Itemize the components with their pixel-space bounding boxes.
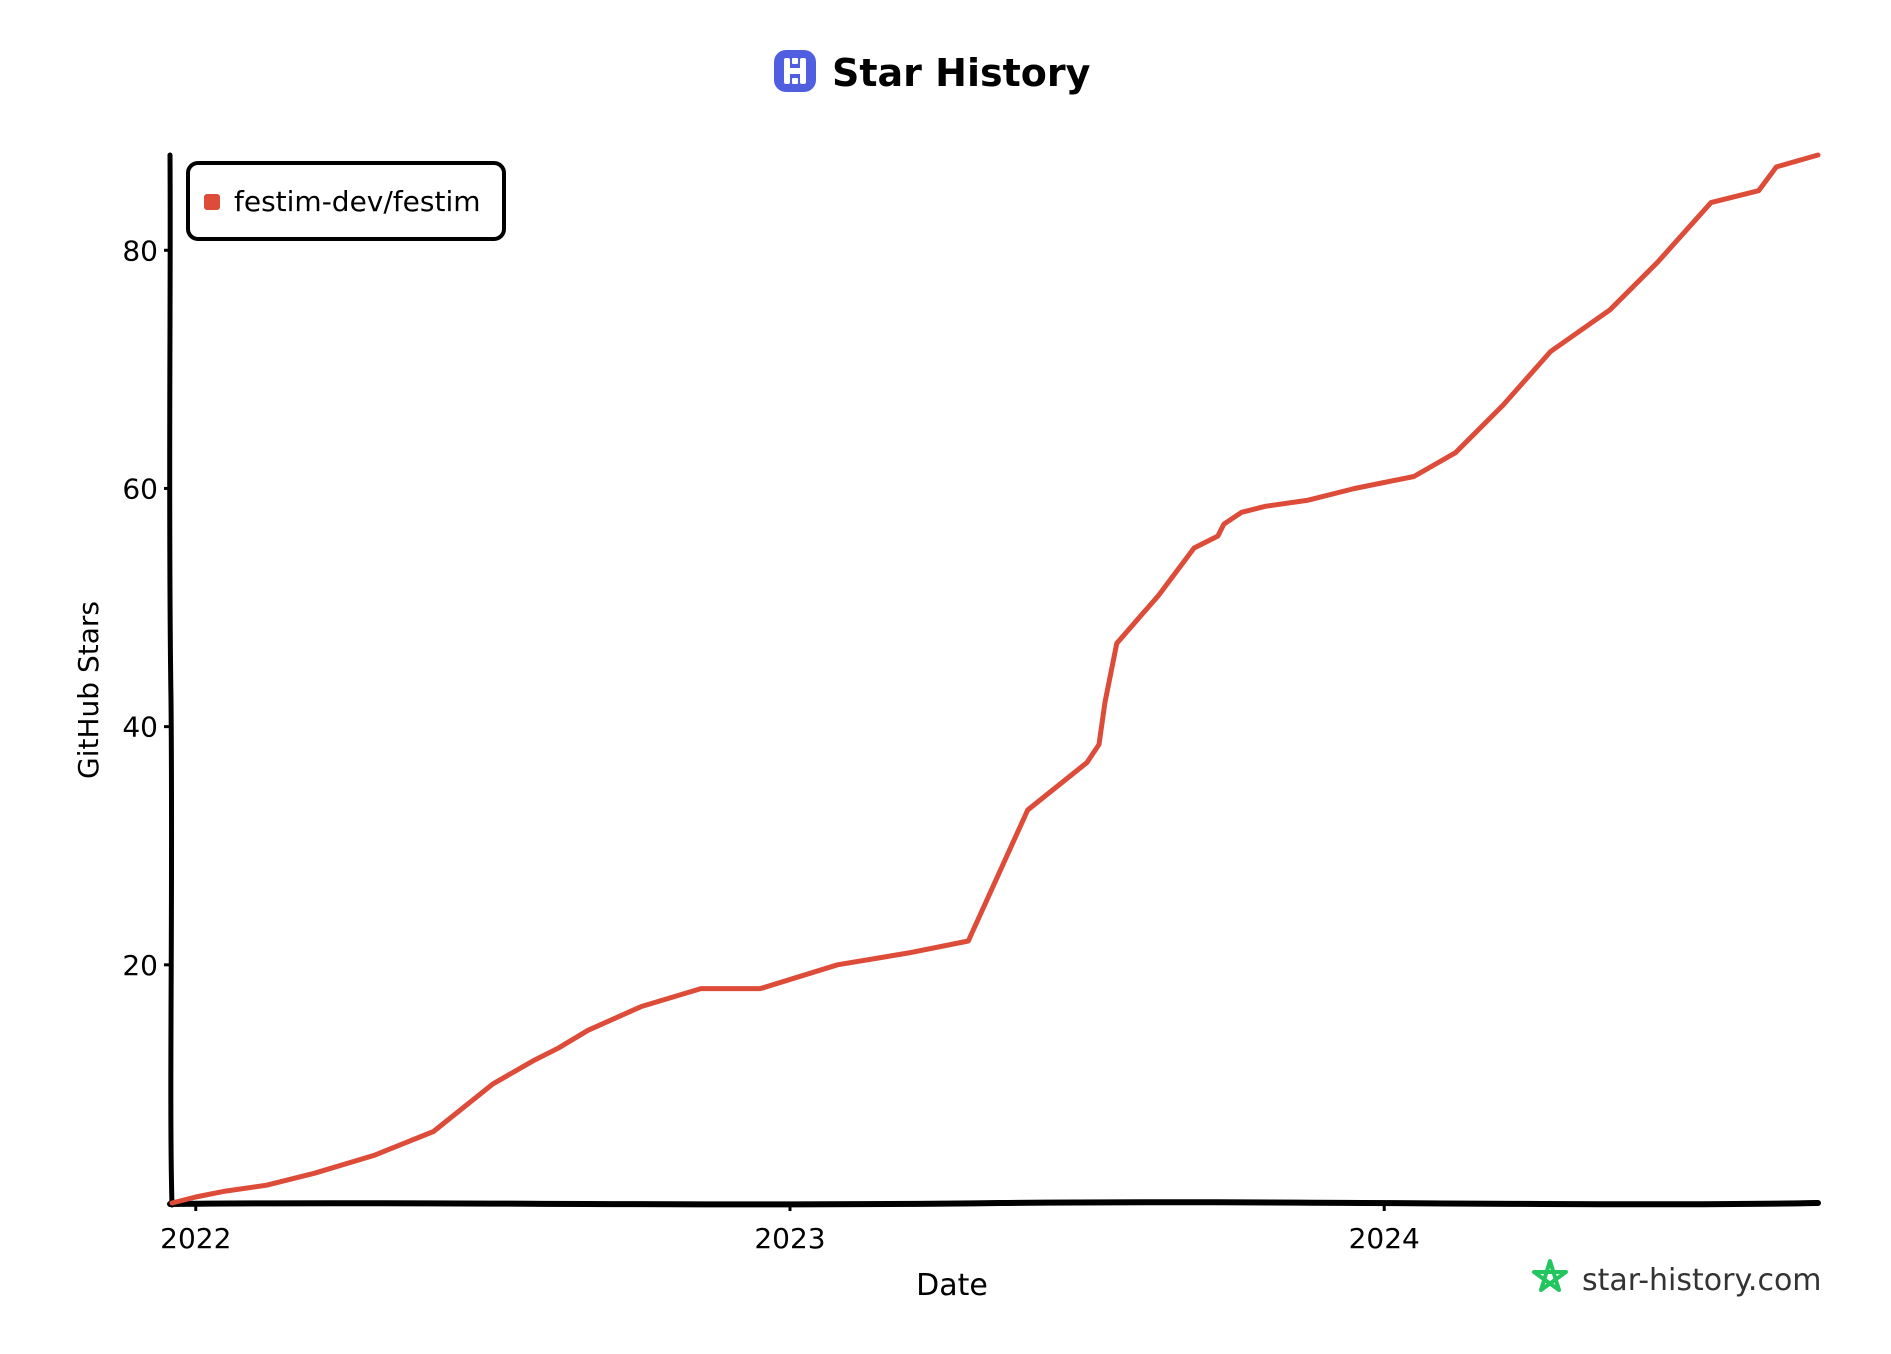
series-layer — [169, 152, 1821, 1206]
y-tick-label: 20 — [122, 949, 158, 982]
legend-swatch — [204, 194, 220, 210]
x-axis-label: Date — [916, 1268, 988, 1303]
x-axis-ticks: 2022 2023 2024 — [160, 1203, 1420, 1255]
star-outline-icon — [1532, 1259, 1568, 1292]
watermark: star-history.com — [1532, 1259, 1822, 1298]
x-axis-line — [167, 1199, 1821, 1208]
legend-box — [186, 161, 506, 241]
y-tick-label: 80 — [122, 234, 158, 267]
axes — [167, 152, 1821, 1208]
y-axis-label: GitHub Stars — [72, 601, 105, 779]
x-tick-label: 2022 — [160, 1222, 231, 1255]
y-axis-ticks: 20 40 60 80 — [122, 234, 172, 982]
y-tick-label: 60 — [122, 472, 158, 505]
x-tick-label: 2024 — [1349, 1222, 1420, 1255]
x-tick-label: 2023 — [754, 1222, 825, 1255]
y-tick-label: 40 — [122, 711, 158, 744]
watermark-text: star-history.com — [1582, 1263, 1822, 1298]
legend: festim-dev/festim — [186, 161, 506, 241]
legend-label: festim-dev/festim — [234, 185, 481, 218]
y-axis-line — [167, 152, 175, 1208]
chart-title: Star History — [832, 51, 1091, 95]
series-line — [169, 152, 1821, 1206]
star-history-logo-icon — [774, 50, 816, 92]
chart-header: Star History — [774, 50, 1091, 95]
